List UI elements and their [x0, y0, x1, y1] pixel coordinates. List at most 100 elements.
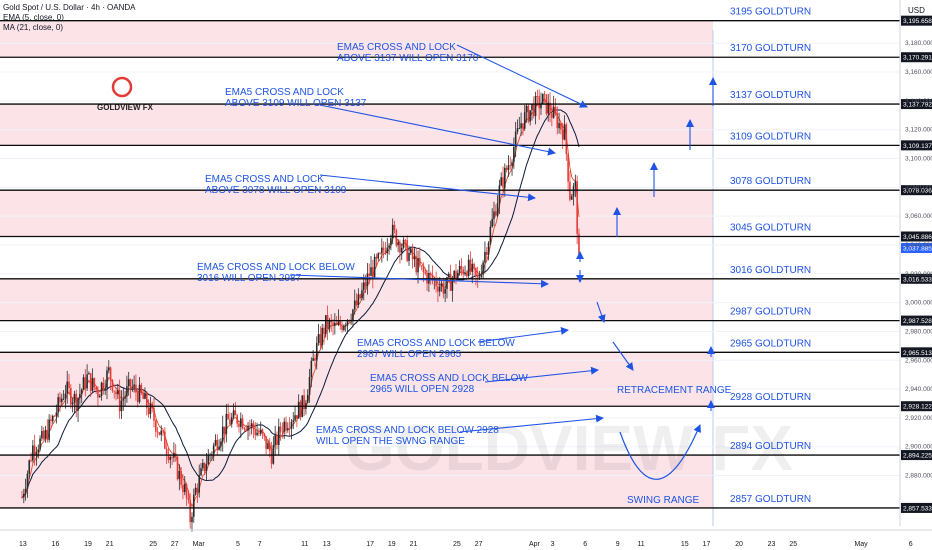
candle-body [417, 257, 419, 273]
range-bands [0, 20, 714, 526]
candle-body [97, 389, 99, 398]
candle-body [272, 445, 275, 464]
candle-body [440, 283, 443, 287]
candle-body [373, 256, 376, 278]
candle-body [525, 105, 528, 113]
candle-body [91, 378, 94, 391]
last-price-badge [901, 243, 932, 254]
candle-body [538, 96, 540, 109]
candle-body [337, 320, 340, 325]
candle-body [93, 378, 96, 388]
candle-body [574, 181, 577, 187]
candle-body [207, 455, 210, 465]
candle-body [485, 251, 488, 255]
candle-body [82, 377, 85, 390]
chart-header: Gold Spot / U.S. Dollar · 4h · OANDA EMA… [3, 3, 925, 32]
level-price-text: 3,016.533 [903, 276, 932, 283]
candle-body [281, 431, 284, 433]
candle-body [218, 446, 220, 450]
forecast-arrow [459, 414, 604, 433]
candle-body [381, 247, 383, 254]
candle-body [420, 265, 423, 267]
candle-body [230, 417, 233, 425]
candle-body [359, 294, 361, 299]
level-price-text: 3,109.137 [903, 143, 932, 150]
level-price-text: 2,928.122 [903, 404, 932, 411]
candle-body [236, 415, 238, 424]
forecast-arrow [319, 174, 536, 202]
candle-body [223, 426, 226, 434]
candle-body [419, 257, 421, 266]
candle-body [299, 401, 302, 418]
retracement-range-label: RETRACEMENT RANGE [617, 385, 732, 396]
price-tick: 3,140.000 [905, 98, 932, 105]
candle-body [62, 398, 65, 400]
time-tick: 27 [475, 541, 483, 548]
candle-body [44, 429, 47, 439]
candle-body [108, 367, 110, 371]
annotation-text: EMA5 CROSS AND LOCK BELOW [370, 373, 528, 384]
candle-body [542, 93, 544, 104]
time-tick: 27 [171, 541, 179, 548]
candle-body [212, 445, 215, 455]
candle-body [189, 499, 191, 523]
candle-body [198, 475, 201, 493]
level-price-text: 2,857.533 [903, 505, 932, 512]
candle-body [464, 272, 466, 275]
candle-body [386, 247, 389, 254]
time-tick: 21 [106, 541, 114, 548]
candle-body [100, 382, 103, 396]
level-label: 2857 GOLDTURN [730, 494, 811, 505]
level-price-text: 3,045.886 [903, 234, 932, 241]
time-tick: 17 [703, 541, 711, 548]
level-price-badge [901, 52, 932, 63]
candle-body [75, 393, 78, 411]
candle-body [429, 273, 432, 275]
candle-body [475, 267, 477, 276]
candle-body [346, 320, 349, 326]
candle-body [145, 393, 148, 408]
candle-body [238, 423, 240, 427]
candle-body [64, 393, 67, 399]
candle-body [317, 334, 320, 344]
price-tick: 3,000.000 [905, 300, 932, 307]
candle-body [514, 131, 517, 147]
candle-body [306, 394, 309, 403]
candle-body [341, 325, 343, 330]
time-tick: 23 [768, 541, 776, 548]
candle-body [442, 283, 445, 294]
candle-body [77, 397, 79, 411]
candle-body [511, 162, 513, 166]
level-price-badge [901, 99, 932, 110]
level-price-text: 2,965.513 [903, 350, 932, 357]
time-tick: May [854, 541, 868, 548]
indicator-ema: EMA (5, close, 0) [3, 13, 64, 22]
candle-body [41, 430, 43, 439]
candle-body [446, 277, 448, 289]
candle-body [529, 110, 531, 122]
candle-body [220, 441, 222, 447]
level-price-text: 2,894.225 [903, 453, 932, 460]
candle-body [449, 273, 452, 291]
level-price-badge [901, 273, 932, 284]
candle-body [263, 433, 266, 437]
candle-body [71, 402, 74, 405]
time-tick: 25 [789, 541, 797, 548]
candle-body [241, 418, 244, 429]
candle-body [167, 454, 170, 460]
candle-body [335, 322, 338, 325]
candle-body [314, 358, 316, 361]
forecast-arrow [456, 44, 588, 108]
candle-body [482, 262, 484, 275]
candle-body [196, 487, 199, 493]
candle-body [214, 439, 217, 446]
candle-body [551, 113, 553, 118]
candle-body [276, 434, 278, 446]
candle-body [531, 104, 533, 111]
candle-body [86, 374, 88, 389]
candle-body [438, 286, 441, 292]
time-tick: Mar [193, 541, 206, 548]
annotation-text: ABOVE 3109 WILL OPEN 3137 [225, 98, 367, 109]
